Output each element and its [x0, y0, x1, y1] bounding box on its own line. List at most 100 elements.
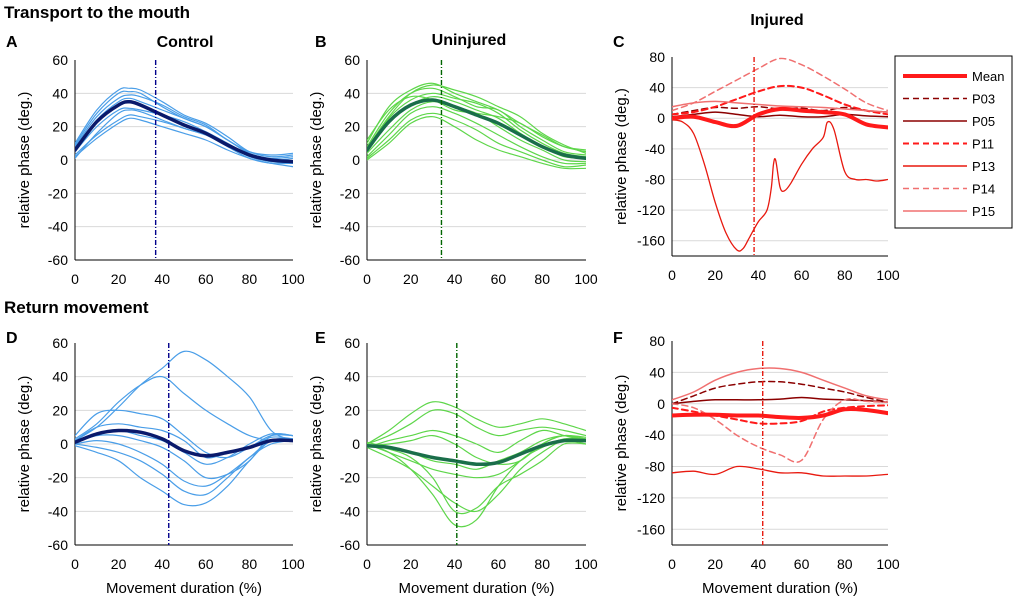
- y-tick-label-f: 40: [649, 364, 665, 380]
- series-line-e-subject-5: [367, 434, 586, 479]
- y-tick-label-f: -80: [645, 459, 665, 475]
- series-line-d-subject-6: [75, 438, 293, 487]
- panel-title-b: Uninjured: [431, 32, 507, 49]
- y-tick-label-b: -60: [340, 252, 360, 268]
- legend-label-p05: P05: [972, 114, 995, 129]
- y-axis-label-d: relative phase (deg.): [16, 376, 33, 513]
- y-tick-label-b: 60: [344, 52, 360, 68]
- x-tick-label-e: 100: [574, 556, 598, 572]
- y-tick-label-a: 20: [52, 119, 68, 135]
- series-line-d-subject-1: [75, 350, 293, 442]
- row-title-transport: Transport to the mouth: [4, 3, 191, 22]
- y-tick-label-d: -60: [48, 537, 68, 553]
- x-tick-label-c: 60: [794, 267, 810, 283]
- y-tick-label-e: 0: [352, 436, 360, 452]
- series-line-e-subject-8: [367, 442, 586, 515]
- series-line-f-mean: [672, 406, 888, 420]
- y-tick-label-a: -60: [48, 252, 68, 268]
- x-tick-label-a: 60: [198, 271, 214, 287]
- series-line-b-subject-7: [367, 112, 586, 168]
- y-tick-label-a: -40: [48, 219, 68, 235]
- series-line-a-mean: [75, 99, 293, 164]
- series-line-d-mean: [75, 428, 293, 458]
- panel-letter-b: B: [315, 34, 327, 51]
- y-tick-label-c: -80: [645, 171, 665, 187]
- series-line-b-subject-1: [367, 82, 586, 153]
- x-tick-label-a: 80: [242, 271, 258, 287]
- y-tick-label-d: 0: [60, 436, 68, 452]
- x-tick-label-e: 60: [491, 556, 507, 572]
- y-tick-label-d: -40: [48, 503, 68, 519]
- y-tick-label-b: 0: [352, 152, 360, 168]
- x-tick-label-f: 60: [794, 556, 810, 572]
- series-line-e-subject-6: [367, 439, 586, 513]
- x-tick-label-f: 40: [751, 556, 767, 572]
- legend-label-p13: P13: [972, 159, 995, 174]
- y-tick-label-e: 20: [344, 402, 360, 418]
- series-line-b-subject-6: [367, 106, 586, 165]
- y-tick-label-e: 40: [344, 369, 360, 385]
- x-axis-label-d: Movement duration (%): [106, 580, 262, 597]
- series-line-c-p03: [672, 106, 888, 116]
- y-tick-label-c: 0: [657, 110, 665, 126]
- x-tick-label-b: 0: [363, 271, 371, 287]
- y-tick-label-b: 20: [344, 119, 360, 135]
- x-tick-label-b: 100: [574, 271, 598, 287]
- x-tick-label-f: 100: [876, 556, 900, 572]
- y-axis-label-e: relative phase (deg.): [308, 376, 325, 513]
- series-line-b-mean: [367, 98, 586, 161]
- y-tick-label-e: -20: [340, 470, 360, 486]
- series-line-f-p03: [672, 380, 888, 405]
- panel-letter-d: D: [6, 330, 18, 347]
- panel-letter-c: C: [613, 34, 625, 51]
- x-tick-label-b: 20: [403, 271, 419, 287]
- y-tick-label-b: -20: [340, 185, 360, 201]
- x-tick-label-b: 40: [447, 271, 463, 287]
- y-tick-label-e: -40: [340, 503, 360, 519]
- x-tick-label-d: 80: [242, 556, 258, 572]
- y-tick-label-f: -120: [637, 490, 665, 506]
- x-axis-label-e: Movement duration (%): [399, 580, 555, 597]
- x-tick-label-f: 20: [707, 556, 723, 572]
- x-tick-label-b: 80: [534, 271, 550, 287]
- x-tick-label-a: 20: [111, 271, 127, 287]
- x-tick-label-e: 20: [403, 556, 419, 572]
- series-line-e-subject-1: [367, 401, 586, 445]
- legend-label-p15: P15: [972, 204, 995, 219]
- legend-label-p11: P11: [972, 137, 994, 152]
- y-tick-label-d: 20: [52, 402, 68, 418]
- series-line-b-subject-2: [367, 87, 586, 156]
- y-tick-label-f: -40: [645, 427, 665, 443]
- panel-letter-a: A: [6, 34, 18, 51]
- x-tick-label-c: 20: [707, 267, 723, 283]
- x-tick-label-c: 0: [668, 267, 676, 283]
- y-tick-label-e: -60: [340, 537, 360, 553]
- y-tick-label-f: 0: [657, 396, 665, 412]
- series-line-c-mean: [672, 106, 888, 130]
- x-tick-label-a: 0: [71, 271, 79, 287]
- series-line-f-p15: [672, 367, 888, 401]
- x-tick-label-c: 100: [876, 267, 900, 283]
- x-tick-label-a: 40: [154, 271, 170, 287]
- y-tick-label-c: -120: [637, 202, 665, 218]
- series-line-c-p15: [672, 100, 888, 113]
- x-tick-label-e: 0: [363, 556, 371, 572]
- x-tick-label-e: 40: [447, 556, 463, 572]
- y-axis-label-b: relative phase (deg.): [308, 92, 325, 229]
- series-line-a-subject-3: [75, 97, 293, 161]
- x-tick-label-d: 20: [111, 556, 127, 572]
- y-tick-label-c: 40: [649, 80, 665, 96]
- y-tick-label-d: 60: [52, 335, 68, 351]
- x-tick-label-f: 0: [668, 556, 676, 572]
- y-tick-label-f: -160: [637, 521, 665, 537]
- y-tick-label-d: -20: [48, 470, 68, 486]
- series-line-c-p11: [672, 84, 888, 116]
- series-line-b-subject-3: [367, 92, 586, 158]
- series-line-a-subject-7: [75, 109, 293, 165]
- x-axis-label-f: Movement duration (%): [702, 580, 858, 597]
- series-line-d-subject-7: [75, 440, 293, 496]
- x-tick-label-a: 100: [281, 271, 305, 287]
- panel-letter-f: F: [613, 330, 623, 347]
